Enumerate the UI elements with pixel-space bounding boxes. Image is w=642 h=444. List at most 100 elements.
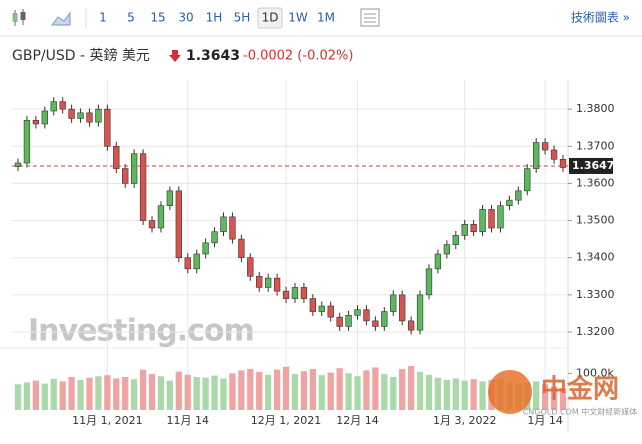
candle-body: [77, 112, 84, 119]
volume-bar: [247, 368, 254, 410]
candle-body: [390, 294, 397, 312]
volume-bar: [95, 376, 102, 410]
logo-watermark: Investing.com: [28, 314, 254, 349]
candle-body: [122, 168, 129, 184]
candle-body: [318, 305, 325, 312]
technical-chart-link[interactable]: 技術圖表 »: [571, 11, 630, 25]
interval-button[interactable]: 5H: [234, 11, 251, 25]
candle-body: [497, 205, 504, 229]
y-tick-label: 1.3300: [576, 288, 615, 301]
candle-body: [202, 242, 209, 255]
volume-bar: [220, 378, 227, 410]
volume-bar: [77, 379, 84, 410]
volume-bar: [452, 378, 459, 410]
candle-body: [265, 277, 272, 288]
price: 1.3643: [186, 48, 240, 64]
volume-bar: [86, 377, 93, 410]
volume-bar: [265, 374, 272, 410]
volume-bar: [399, 368, 406, 410]
volume-bar: [327, 372, 334, 410]
volume-bar: [390, 377, 397, 410]
candle-body: [300, 287, 308, 299]
candle-body: [113, 145, 120, 169]
candle-body: [247, 257, 254, 277]
candle-body: [461, 223, 468, 236]
candle-body: [130, 153, 138, 184]
down-arrow: [169, 50, 181, 62]
candle-body: [515, 190, 522, 201]
interval-button[interactable]: 1D: [262, 11, 279, 25]
candle-body: [14, 162, 22, 168]
candle-body: [157, 205, 165, 229]
candle-body: [309, 298, 316, 312]
candle-body: [425, 268, 433, 296]
y-tick-label: 1.3500: [576, 214, 615, 227]
volume-bar: [550, 386, 558, 410]
volume-bar: [193, 377, 200, 410]
candle-body: [506, 199, 513, 207]
candle-body: [282, 290, 290, 299]
volume-bar: [381, 374, 388, 410]
site-watermark: 中金网: [541, 374, 619, 405]
candle-body: [50, 101, 57, 112]
volume-bar: [50, 378, 57, 410]
interval-button[interactable]: 1W: [288, 11, 308, 25]
candle-body: [291, 287, 299, 299]
volume-bar: [345, 373, 352, 410]
volume-bar: [533, 381, 540, 410]
candle-body: [533, 142, 540, 169]
volume-bar: [479, 381, 486, 410]
volume-bar: [23, 382, 31, 410]
interval-button[interactable]: 1: [99, 11, 107, 25]
volume-bar: [282, 366, 290, 410]
candle-body: [273, 277, 281, 292]
interval-button[interactable]: 1M: [317, 11, 335, 25]
candle-body: [372, 320, 379, 327]
area-icon[interactable]: [51, 11, 71, 26]
volume-bar: [470, 379, 477, 410]
candle-body: [23, 119, 31, 164]
volume-bar: [104, 375, 111, 410]
x-tick-label: 11月 1, 2021: [72, 414, 142, 427]
volume-bar: [14, 384, 22, 410]
volume-bar: [166, 380, 174, 410]
volume-bar: [157, 376, 165, 410]
interval-button[interactable]: 30: [178, 11, 193, 25]
volume-bar: [41, 383, 48, 410]
candle-body: [166, 190, 174, 207]
volume-bar: [443, 379, 450, 410]
interval-button[interactable]: 5: [127, 11, 135, 25]
candle-icon[interactable]: [12, 9, 26, 26]
volume-bar: [211, 375, 218, 410]
candle-body: [104, 108, 111, 147]
candle-body: [184, 257, 191, 270]
candle-body: [41, 110, 48, 125]
volume-bar: [372, 367, 379, 410]
candle-body: [541, 142, 549, 151]
volume-bar: [291, 374, 299, 410]
y-tick-label: 1.3400: [576, 251, 615, 264]
x-tick-label: 12月 14: [336, 414, 379, 427]
site-watermark-sub: CNGOLD.COM 中文财经新媒体: [523, 407, 638, 417]
candle-body: [381, 311, 388, 327]
candle-body: [479, 209, 486, 233]
candle-body: [434, 253, 442, 270]
volume-bar: [461, 380, 468, 410]
volume-bar: [113, 378, 120, 410]
candle-body: [86, 112, 93, 123]
candle-body: [336, 316, 343, 327]
volume-bar: [256, 371, 263, 410]
candle-body: [139, 153, 147, 221]
table-icon[interactable]: [360, 8, 380, 27]
candle-body: [488, 209, 495, 229]
candle-body: [193, 253, 200, 270]
candle-body: [354, 309, 361, 316]
candle-body: [175, 190, 182, 259]
interval-button[interactable]: 1H: [206, 11, 223, 25]
y-tick-label: 1.3600: [576, 176, 615, 189]
candle-body: [399, 294, 406, 322]
candle-body: [559, 158, 567, 168]
interval-button[interactable]: 15: [150, 11, 165, 25]
last-price-box: [569, 157, 613, 174]
